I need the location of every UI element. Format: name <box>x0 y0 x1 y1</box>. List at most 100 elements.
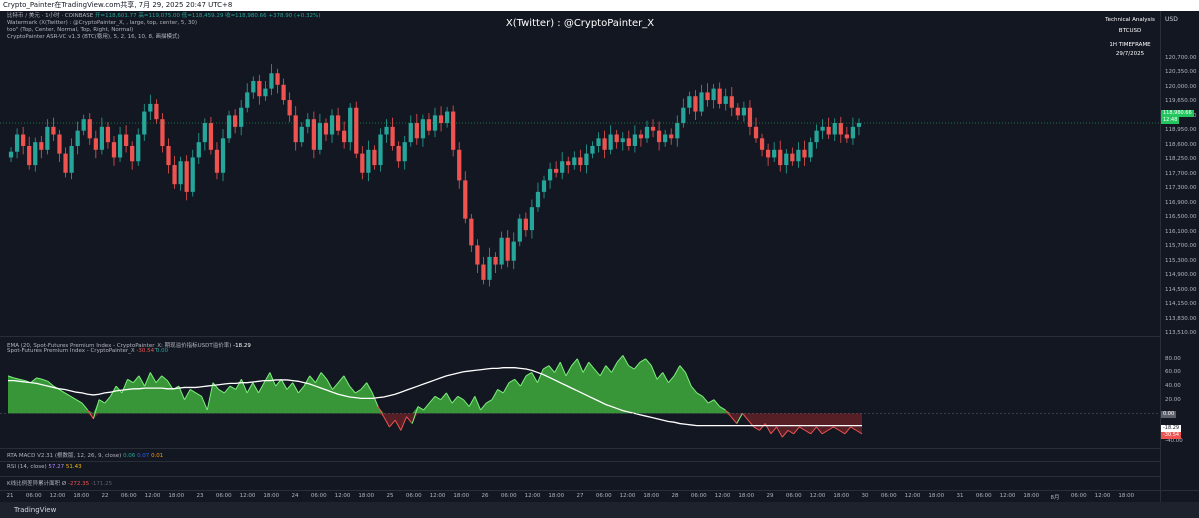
candle-body <box>802 149 807 158</box>
premium-index-line <box>286 382 294 390</box>
candle-body <box>402 142 407 162</box>
candle-body <box>602 138 607 150</box>
candle-body <box>354 107 359 154</box>
candle-body <box>620 138 625 143</box>
candle-body <box>596 138 601 146</box>
premium-index-line <box>383 416 390 428</box>
premium-index-line <box>497 389 504 394</box>
premium-index-line <box>850 426 857 431</box>
price-tick: 114,500.00 <box>1165 286 1197 293</box>
price-axis[interactable] <box>1160 11 1199 502</box>
candle-body <box>293 115 298 143</box>
premium-index-line <box>195 392 202 397</box>
premium-index-line <box>98 399 106 404</box>
time-tick: 06:00 <box>500 493 517 499</box>
premium-index-line <box>229 385 236 390</box>
time-axis[interactable]: 21 06:00 12:00 18:00 22 06:00 12:00 18:00 23 06:0… <box>0 490 1199 503</box>
price-tick: 120,350.00 <box>1165 69 1197 76</box>
premium-index-line <box>434 395 441 401</box>
price-tick: 118,950.00 <box>1165 127 1197 134</box>
candle-body <box>257 80 262 97</box>
premium-index-line <box>445 392 453 404</box>
time-tick: 24 <box>291 493 299 499</box>
candle-body <box>111 142 117 158</box>
premium-index-line <box>810 426 817 435</box>
candle-body <box>233 115 238 127</box>
candle-body <box>366 149 371 173</box>
candle-body <box>384 126 389 135</box>
premium-index-line <box>713 399 721 407</box>
premium-index-line <box>673 365 681 377</box>
premium-index-line <box>833 426 840 431</box>
last-price-badge: 118,980.66 <box>1161 110 1194 117</box>
premium-index-line <box>292 382 299 394</box>
candle-body <box>796 149 801 162</box>
candle-body <box>838 123 843 135</box>
candle-body <box>753 126 759 139</box>
candle-body <box>729 96 734 108</box>
premium-index-line <box>36 377 43 380</box>
pane-separator-2[interactable] <box>0 448 1160 449</box>
macd-legend: RTA MACD V2.31 (根数版, 12, 26, 9, close) 0… <box>7 451 163 459</box>
premium-index-line <box>184 389 191 400</box>
candle-body <box>572 157 577 166</box>
candle-body <box>820 126 825 131</box>
premium-index-line <box>252 382 259 394</box>
premium-index-line <box>821 429 829 435</box>
rsi-legend: RSI (14, close) 57.27 51.43 <box>7 464 82 470</box>
time-tick: 18:00 <box>548 493 565 499</box>
candle-body <box>856 123 862 127</box>
candle-body <box>123 134 129 146</box>
premium-index-line <box>161 375 168 382</box>
premium-index-line <box>856 429 863 435</box>
time-tick: 06:00 <box>1070 493 1087 499</box>
premium-index-line <box>633 361 641 370</box>
legend-change: +378.90 (+0.32%) <box>268 13 321 19</box>
premium-index-line <box>223 385 231 394</box>
time-tick: 12:00 <box>49 493 66 499</box>
candle-body <box>650 126 656 131</box>
time-tick: 18:00 <box>453 493 470 499</box>
tradingview-brand[interactable]: TradingView <box>14 506 57 514</box>
candle-body <box>329 115 335 135</box>
vol-symbol: Ø <box>61 481 67 487</box>
price-tick: 120,000.00 <box>1165 83 1197 90</box>
time-tick: 06:00 <box>690 493 707 499</box>
chart-canvas[interactable] <box>0 0 1160 490</box>
candle-body <box>220 138 226 173</box>
ema-value: -18.29 <box>233 343 251 349</box>
premium-positive-area <box>8 355 862 414</box>
currency-label[interactable]: USD <box>1165 16 1178 23</box>
premium-index-line <box>64 392 71 397</box>
legend-line-2: Watermark (X(Twitter) : @CryptoPainter_X… <box>7 20 197 26</box>
price-tick: 120,700.00 <box>1165 55 1197 61</box>
candle-body <box>505 237 510 261</box>
premium-index-line <box>565 365 573 377</box>
candle-body <box>560 161 565 173</box>
premium-index-line <box>309 375 316 383</box>
premium-index-line <box>770 426 777 435</box>
candle-body <box>414 123 419 139</box>
time-tick: 28 <box>671 493 679 499</box>
price-tick: 118,250.00 <box>1165 156 1197 163</box>
candle-body <box>14 134 20 152</box>
price-tick: 116,100.00 <box>1165 228 1197 235</box>
macd-v3: 0.01 <box>151 453 164 459</box>
premium-index-line <box>662 372 669 383</box>
pane-separator-1[interactable] <box>0 336 1160 337</box>
candle-body <box>626 138 631 146</box>
pane-separator-4[interactable] <box>0 476 1160 477</box>
pane-separator-3[interactable] <box>0 461 1160 462</box>
time-tick: 12:00 <box>904 493 921 499</box>
candle-body <box>772 149 777 158</box>
candle-body <box>287 100 292 116</box>
candle-body <box>608 134 613 150</box>
premium-index-line <box>30 377 37 384</box>
premium-index-line <box>844 426 851 435</box>
time-tick: 18:00 <box>833 493 850 499</box>
candle-body <box>426 119 432 131</box>
candle-body <box>844 134 849 139</box>
time-tick: 12:00 <box>999 493 1016 499</box>
premium-index-line <box>554 361 561 373</box>
candle-body <box>547 168 553 181</box>
